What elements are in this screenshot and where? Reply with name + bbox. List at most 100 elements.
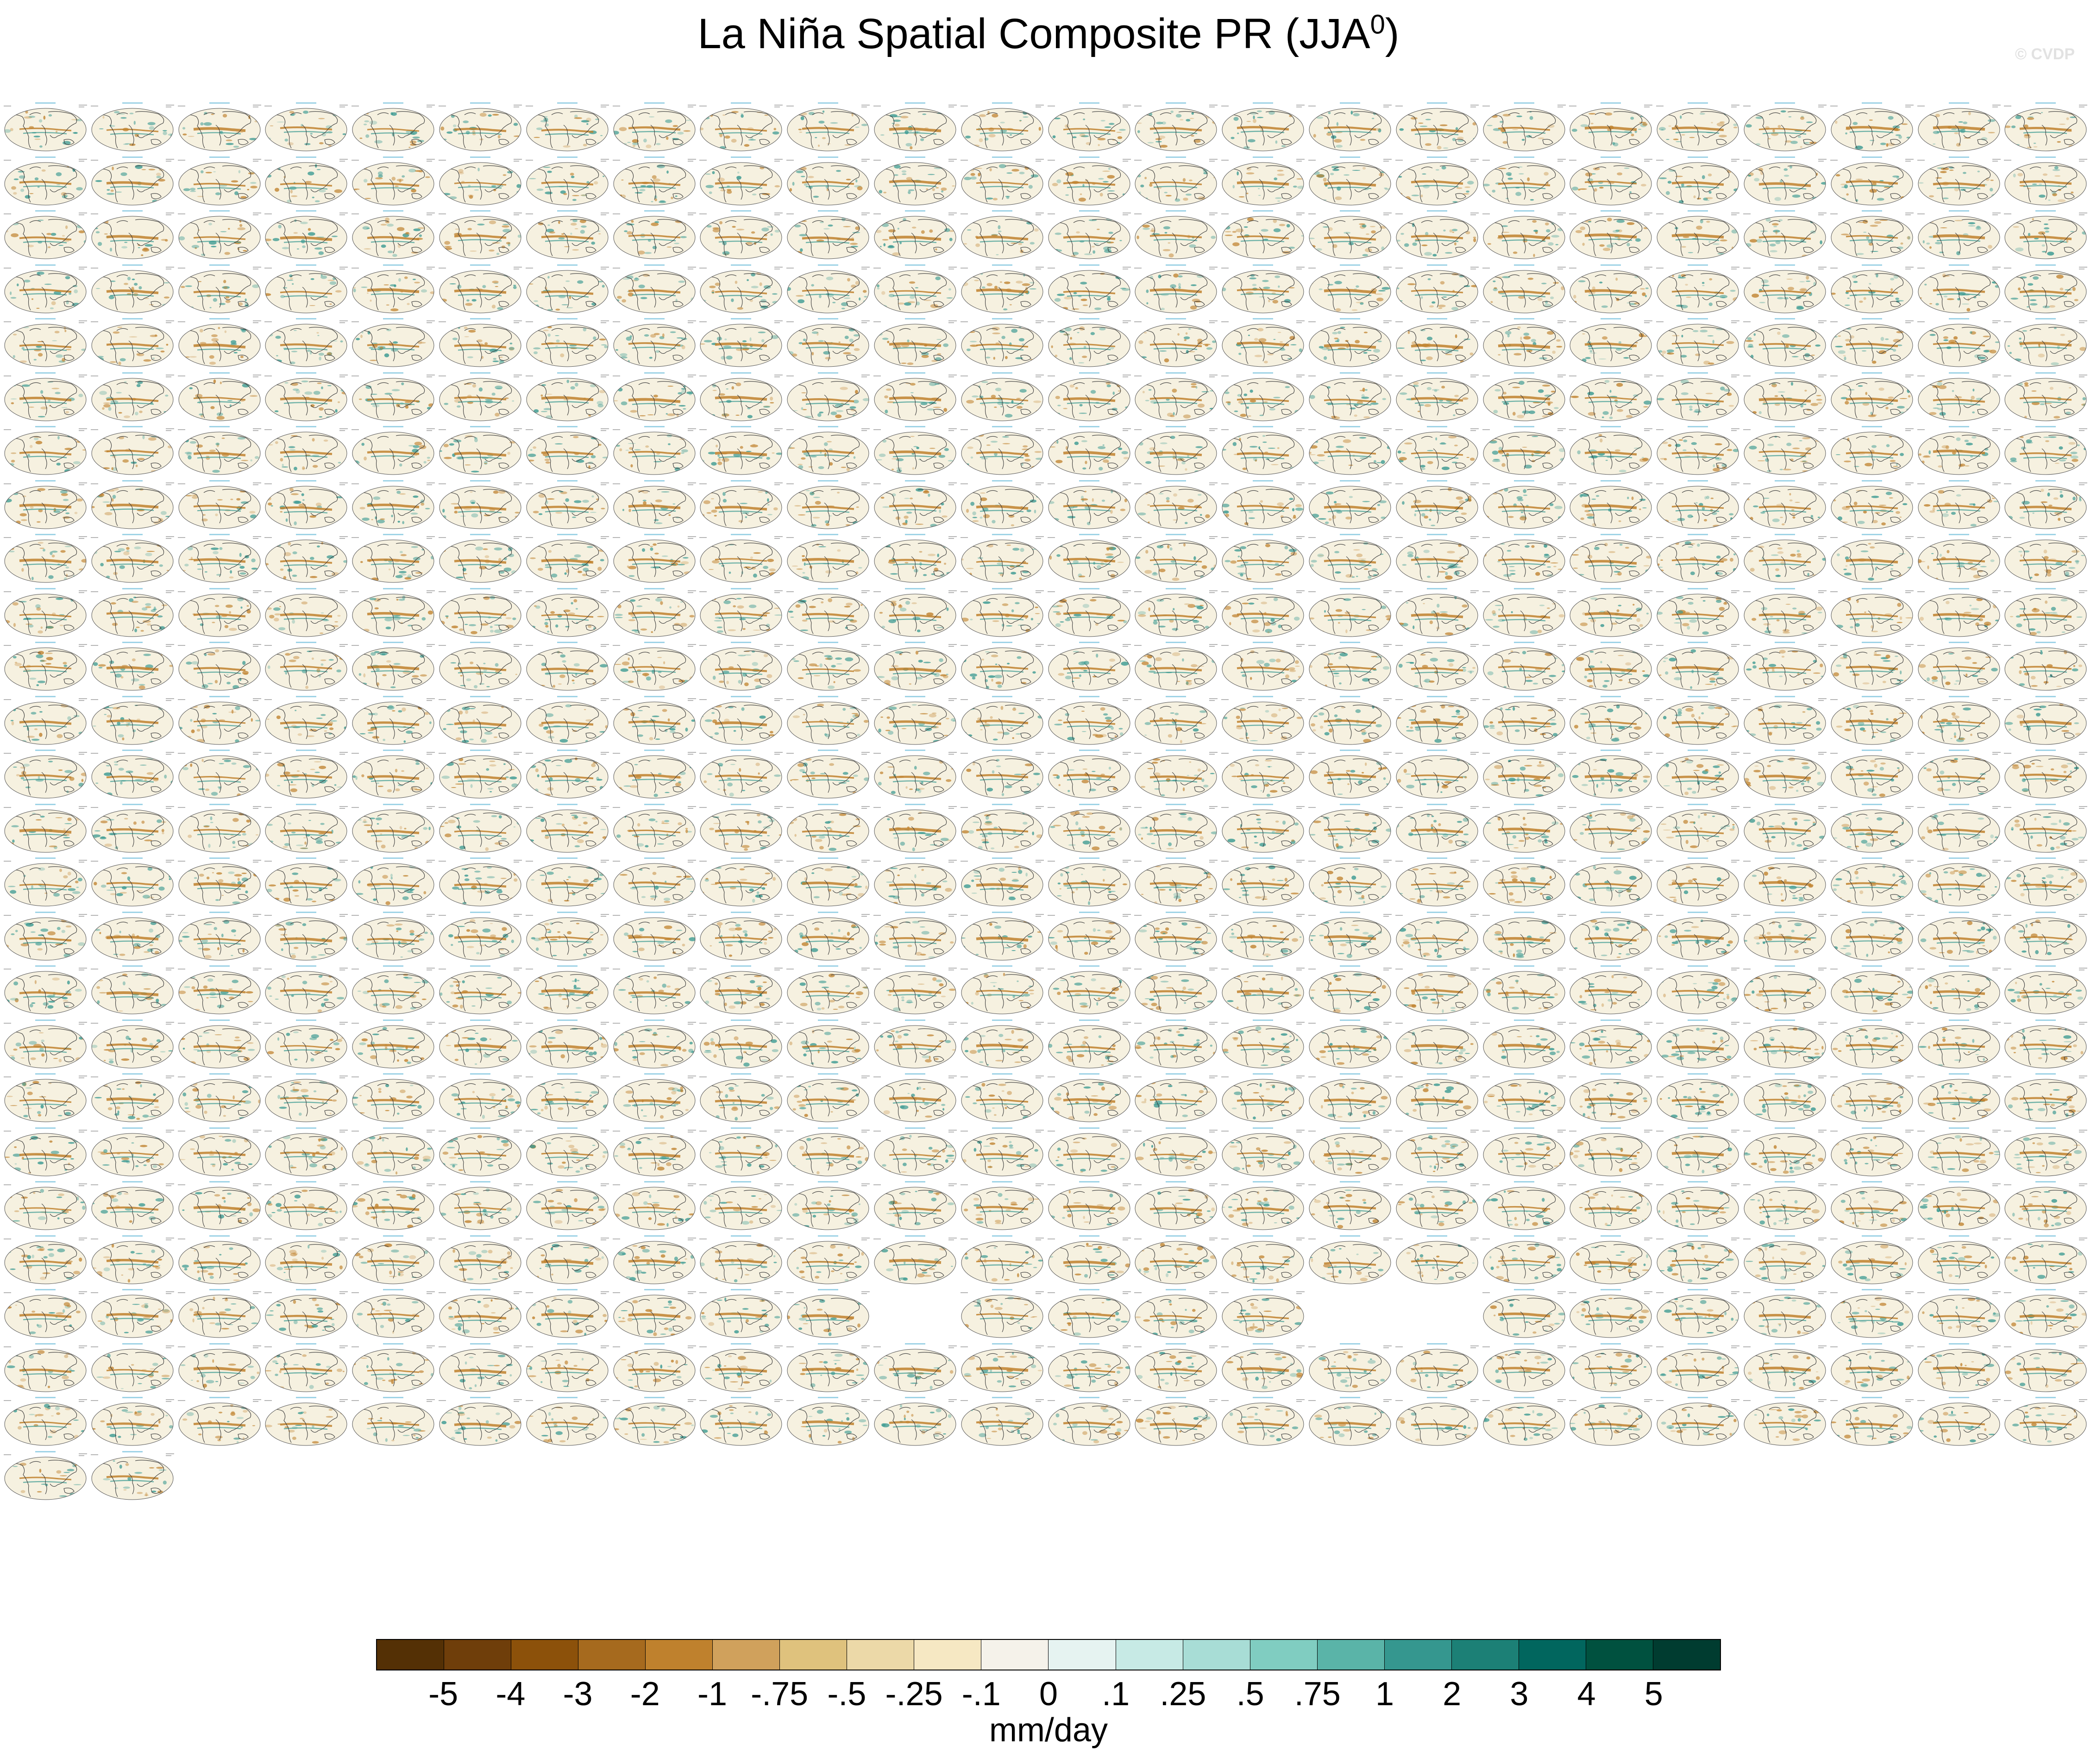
map-panel: [2, 1126, 89, 1180]
map-panel: [785, 532, 872, 587]
robinson-map: [1047, 588, 1131, 637]
map-panel: [89, 856, 176, 910]
robinson-map: [4, 857, 87, 907]
robinson-map: [525, 156, 609, 205]
map-panel: [785, 1072, 872, 1126]
map-panel: [1828, 479, 1915, 533]
map-panel: [437, 479, 524, 533]
map-panel: [1654, 101, 1741, 155]
map-panel: [1915, 209, 2003, 263]
map-panel: [1394, 479, 1481, 533]
map-panel: [1046, 263, 1133, 317]
map-panel: [1219, 101, 1306, 155]
map-panel: [1654, 479, 1741, 533]
map-panel: [1828, 317, 1915, 371]
map-panel: [959, 1126, 1046, 1180]
map-panel: [697, 1395, 785, 1450]
map-panel: [350, 748, 437, 802]
robinson-map: [1308, 857, 1392, 907]
robinson-map: [1917, 1127, 2001, 1176]
map-panel: [872, 1126, 959, 1180]
map-panel: [611, 694, 698, 749]
map-panel: [1394, 910, 1481, 964]
robinson-map: [1656, 1019, 1740, 1068]
map-panel: [89, 532, 176, 587]
robinson-map: [1917, 264, 2001, 313]
colorbar-tick-label: -1: [697, 1675, 727, 1713]
map-panel: [1046, 587, 1133, 641]
map-panel: [1046, 964, 1133, 1018]
map-panel: [1046, 532, 1133, 587]
map-panel: [2, 1288, 89, 1342]
robinson-map: [612, 1289, 696, 1338]
map-panel: [1654, 425, 1741, 479]
map-panel: [697, 1234, 785, 1288]
map-panel: [611, 371, 698, 425]
robinson-map: [177, 156, 261, 205]
robinson-map: [1830, 857, 1914, 907]
map-panel: [1132, 694, 1219, 749]
map-panel: [2, 1450, 89, 1504]
robinson-map: [873, 1073, 957, 1122]
map-panel: [1915, 1288, 2003, 1342]
robinson-map: [439, 1343, 522, 1392]
robinson-map: [4, 1127, 87, 1176]
map-panel: [437, 964, 524, 1018]
map-panel: [1132, 1180, 1219, 1234]
colorbar-tick-label: 0: [1039, 1675, 1058, 1713]
robinson-map: [352, 1127, 435, 1176]
colorbar-swatch: [1116, 1640, 1183, 1670]
map-panel: [1828, 532, 1915, 587]
map-panel: [89, 1072, 176, 1126]
robinson-map: [873, 372, 957, 421]
map-panel: [697, 317, 785, 371]
robinson-map: [177, 642, 261, 691]
map-panel: [872, 101, 959, 155]
robinson-map: [439, 803, 522, 852]
robinson-map: [786, 1235, 870, 1284]
map-panel: [1132, 1018, 1219, 1072]
robinson-map: [1917, 1289, 2001, 1338]
map-panel: [785, 1342, 872, 1396]
map-panel: [437, 1342, 524, 1396]
map-panel: [785, 371, 872, 425]
colorbar-units: mm/day: [0, 1711, 2097, 1749]
map-panel: [697, 640, 785, 694]
map-panel: [350, 910, 437, 964]
robinson-map: [352, 1073, 435, 1122]
map-panel: [1828, 802, 1915, 857]
robinson-map: [525, 965, 609, 1014]
robinson-map: [1569, 318, 1653, 367]
robinson-map: [1395, 803, 1479, 852]
robinson-map: [2004, 1343, 2088, 1392]
map-panel: [524, 1234, 611, 1288]
map-panel: [1394, 425, 1481, 479]
map-panel: [1915, 748, 2003, 802]
map-panel: [1828, 910, 1915, 964]
robinson-map: [960, 102, 1044, 151]
robinson-map: [873, 318, 957, 367]
map-panel: [1741, 1288, 1828, 1342]
map-panel: [1306, 856, 1394, 910]
robinson-map: [1221, 695, 1305, 744]
robinson-map: [525, 372, 609, 421]
robinson-map: [1134, 534, 1218, 583]
map-panel: [1046, 1234, 1133, 1288]
map-panel: [1567, 1395, 1654, 1450]
map-panel: [1741, 1342, 1828, 1396]
robinson-map: [873, 803, 957, 852]
map-panel: [263, 1342, 350, 1396]
robinson-map: [1308, 642, 1392, 691]
map-panel: [1306, 748, 1394, 802]
robinson-map: [699, 426, 783, 475]
robinson-map: [90, 911, 174, 960]
map-panel: [176, 1395, 263, 1450]
robinson-map: [786, 426, 870, 475]
robinson-map: [177, 318, 261, 367]
map-panel: [263, 371, 350, 425]
map-panel: [872, 964, 959, 1018]
robinson-map: [786, 372, 870, 421]
robinson-map: [439, 1073, 522, 1122]
map-panel: [872, 856, 959, 910]
robinson-map: [873, 426, 957, 475]
